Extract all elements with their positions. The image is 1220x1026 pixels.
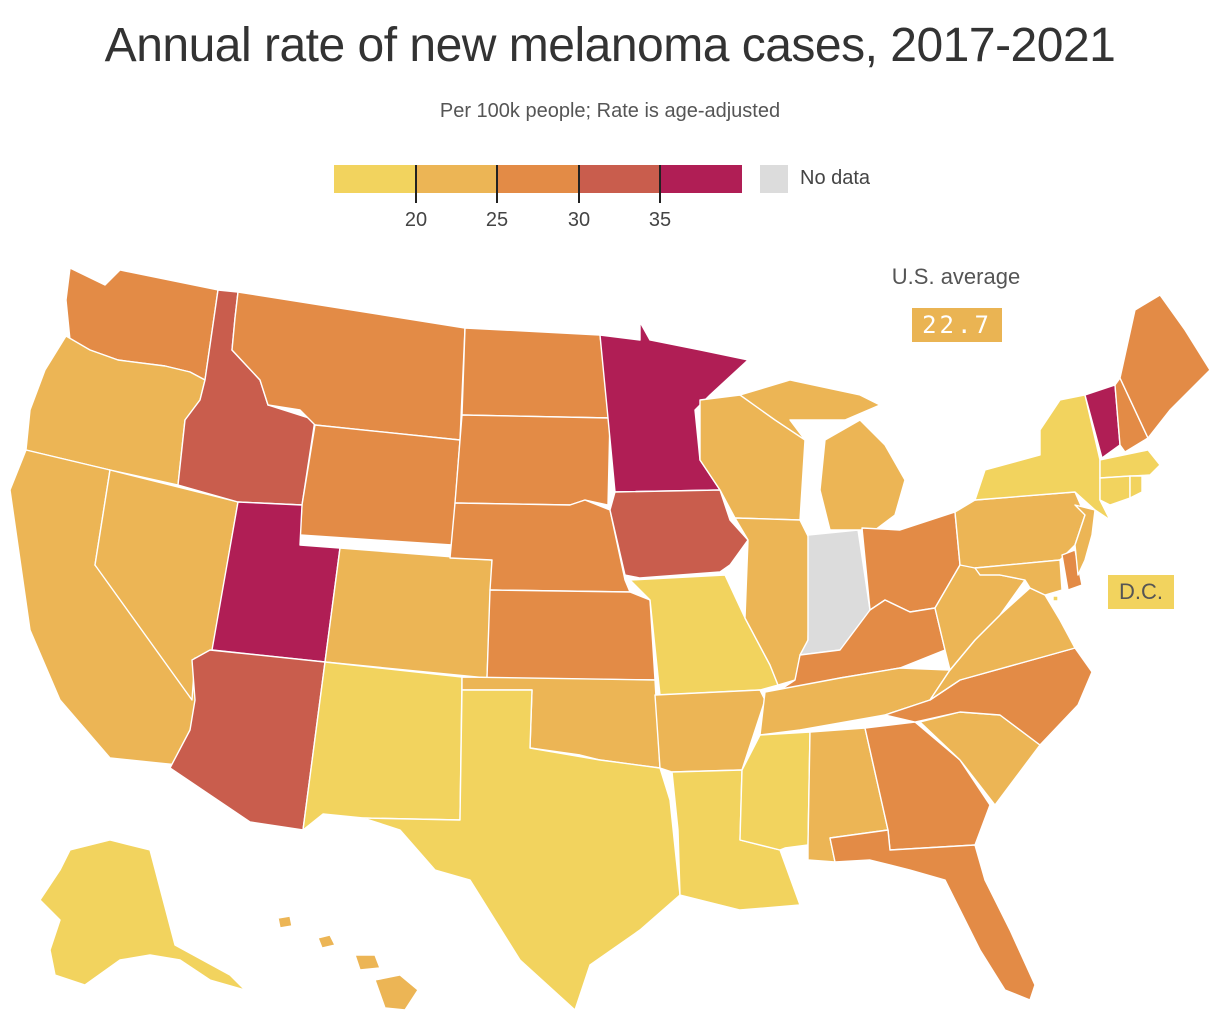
legend-tick [496,165,498,203]
legend-tick-label: 20 [404,209,428,231]
state-MI-lower[interactable] [819,419,906,531]
legend-tick [578,165,580,203]
legend-no-data-label: No data [800,167,871,189]
state-NH[interactable] [1114,377,1149,453]
state-AZ[interactable] [169,649,326,831]
state-CT[interactable] [1099,475,1131,506]
legend-tick-label: 35 [648,209,672,231]
state-WY[interactable] [299,424,461,546]
state-NE[interactable] [449,499,631,593]
state-TX[interactable] [362,689,681,1011]
state-ME[interactable] [1119,294,1211,439]
state-NJ[interactable] [1074,504,1096,576]
state-HI-oahu[interactable] [317,934,336,949]
state-SD[interactable] [454,414,611,506]
state-HI-kauai[interactable] [277,915,293,929]
state-ND[interactable] [461,327,611,419]
legend-bin-30-35 [579,165,660,193]
legend-tick-label: 25 [485,209,509,231]
state-MI[interactable] [739,379,881,441]
state-AK[interactable] [39,839,246,991]
legend-tick [415,165,417,203]
legend-no-data-swatch [760,165,788,193]
us-average-label: U.S. average [891,264,1021,289]
chart-subtitle: Per 100k people; Rate is age-adjusted [439,100,781,122]
state-HI-maui[interactable] [354,954,381,971]
state-HI[interactable] [374,974,419,1011]
state-NY[interactable] [974,394,1111,521]
state-IL[interactable] [734,517,811,686]
state-NM[interactable] [302,661,463,831]
us-average-value: 22.7 [912,308,1002,342]
chart-title: Annual rate of new melanoma cases, 2017-… [104,19,1116,72]
legend-bin-under-20 [334,165,416,193]
legend-bin-25-30 [497,165,579,193]
state-KS[interactable] [486,589,656,681]
us-map [9,267,1211,1011]
legend-tick [659,165,661,203]
dc-label: D.C. [1108,575,1174,609]
state-MS[interactable] [739,731,811,851]
state-IA[interactable] [609,489,749,579]
legend-bin-35-plus [660,165,742,193]
state-CO[interactable] [324,547,493,679]
color-legend: 20 25 30 35 No data [334,165,894,235]
state-MD[interactable] [974,559,1063,596]
state-RI[interactable] [1129,475,1143,499]
legend-tick-label: 30 [567,209,591,231]
state-DC[interactable] [1052,595,1059,602]
state-FL[interactable] [829,829,1036,1001]
state-MA[interactable] [1099,449,1161,479]
legend-bin-20-25 [416,165,497,193]
